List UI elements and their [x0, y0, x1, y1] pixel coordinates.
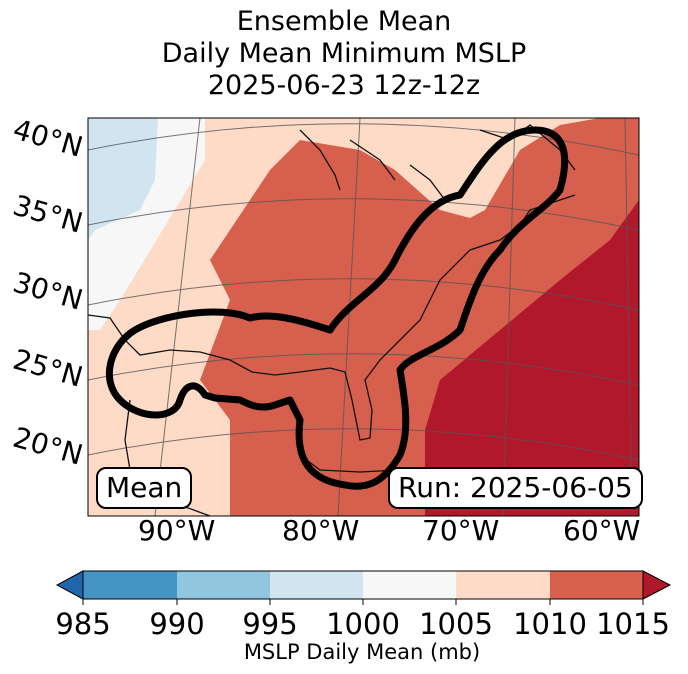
colorbar-ticks	[82, 599, 644, 605]
colorbar-tick-1015: 1015	[596, 607, 670, 641]
colorbar-bin-985-990	[83, 571, 177, 599]
colorbar-tick-1005: 1005	[419, 607, 493, 641]
colorbar-tick-1010: 1010	[513, 607, 587, 641]
pressure-field	[88, 118, 639, 516]
lon-label-60: 60°W	[563, 514, 641, 547]
ensemble-contour	[105, 126, 569, 490]
colorbar-high-extension	[642, 570, 672, 600]
colorbar-tick-995: 995	[242, 607, 298, 641]
title-line-3: 2025-06-23 12z-12z	[207, 70, 481, 101]
title-line-1: Ensemble Mean	[236, 6, 452, 37]
colorbar-bin-1000-1005	[363, 571, 456, 599]
colorbar-tick-1000: 1000	[326, 607, 400, 641]
colorbar-bin-995-1000	[270, 571, 363, 599]
field-995-1000	[88, 118, 158, 240]
colorbar-tick-985: 985	[55, 607, 111, 641]
colorbar-bin-1010-1015	[550, 571, 643, 599]
colorbar-bin-1005-1010	[456, 571, 550, 599]
field-above-1015	[425, 200, 639, 516]
title-line-2: Daily Mean Minimum MSLP	[161, 38, 527, 69]
run-date-box: Run: 2025-06-05	[388, 467, 643, 509]
colorbar-low-extension	[55, 570, 84, 600]
map-frame	[87, 117, 640, 517]
colorbar-tick-990: 990	[149, 607, 205, 641]
colorbar-bin-990-995	[177, 571, 270, 599]
colorbar-title: MSLP Daily Mean (mb)	[243, 640, 481, 664]
lon-label-70: 70°W	[422, 514, 500, 547]
colorbar	[55, 570, 672, 605]
lon-label-90: 90°W	[138, 514, 216, 547]
mean-label-box: Mean	[96, 467, 193, 509]
lon-label-80: 80°W	[282, 514, 360, 547]
